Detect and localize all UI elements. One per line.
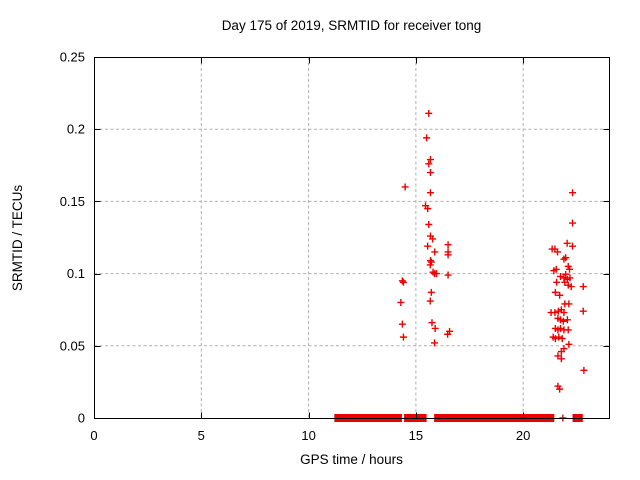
data-point-marker [432,270,440,278]
data-point-marker [558,335,566,343]
data-point-marker [551,288,559,296]
data-point-marker [397,298,405,306]
y-tick-label: 0.2 [67,122,85,137]
data-point-marker [446,327,454,335]
data-point-marker [444,271,452,279]
data-point-marker [566,265,574,273]
data-point-marker [567,283,575,291]
tick-marks [94,57,610,419]
data-point-marker [559,317,567,325]
x-tick-label: 20 [516,428,530,443]
data-point-marker [566,274,574,282]
data-point-marker [429,268,437,276]
data-point-marker [426,257,434,265]
data-point-marker [565,340,573,348]
data-point-marker [425,221,433,229]
y-tick-label: 0.05 [60,338,85,353]
plot-border [94,57,610,419]
data-point-marker [564,326,572,334]
data-point-marker [427,258,435,266]
data-point-marker [580,366,588,374]
data-point-marker [569,219,577,227]
data-point-marker [562,254,570,262]
data-point-marker [444,241,452,249]
data-point-marker [431,248,439,256]
data-point-marker [424,205,432,213]
y-tick-label: 0.25 [60,50,85,65]
data-point-marker [428,319,436,327]
data-point-marker [560,274,568,282]
data-point-marker [551,309,559,317]
data-point-marker [557,324,565,332]
data-point-marker [399,278,407,286]
plot-frame [94,57,610,419]
data-point-marker [426,169,434,177]
data-point-marker [552,265,560,273]
data-point-marker [425,109,433,117]
data-point-marker [427,288,435,296]
data-point-marker [562,270,570,278]
data-point-marker [557,355,565,363]
data-point-marker [579,307,587,315]
x-tick-label: 15 [409,428,423,443]
x-tick-label: 10 [301,428,315,443]
data-point-marker [553,278,561,286]
data-point-marker [556,291,564,299]
data-point-marker [425,160,433,168]
data-point-marker [426,189,434,197]
data-point-marker [429,235,437,243]
data-point-marker [556,385,564,393]
data-point-marker [579,283,587,291]
data-point-marker [560,255,568,263]
x-axis-label: GPS time / hours [300,452,403,467]
data-point-marker [424,242,432,250]
gridlines [94,57,609,418]
data-point-marker [401,183,409,191]
data-point-marker [565,300,573,308]
data-point-marker [560,309,568,317]
data-point-marker [426,156,434,164]
data-point-marker [569,189,577,197]
data-point-marker [431,324,439,332]
data-point-marker [557,272,565,280]
y-tick-label: 0 [78,411,85,426]
x-tick-label: 0 [90,428,97,443]
x-tick-label: 5 [198,428,205,443]
data-point-marker [431,339,439,347]
data-point-marker [551,335,559,343]
data-point-marker [563,239,571,247]
y-tick-label: 0.1 [67,266,85,281]
data-point-marker [563,316,571,324]
data-point-marker [423,134,431,142]
tick-labels: 0 5 10 15 20 0 0.05 0.1 0.15 0.2 0.25 [60,50,531,444]
data-point-marker [555,333,563,341]
data-point-marker [560,345,568,353]
data-point-marker [399,333,407,341]
data-point-marker [398,320,406,328]
chart-title: Day 175 of 2019, SRMTID for receiver ton… [221,18,482,33]
y-tick-label: 0.15 [60,194,85,209]
data-point-marker [426,297,434,305]
data-point-marker [554,248,561,256]
data-point-marker [444,251,452,259]
data-point-marker [569,242,577,250]
data-point-marker [398,277,406,285]
data-points [397,109,588,422]
